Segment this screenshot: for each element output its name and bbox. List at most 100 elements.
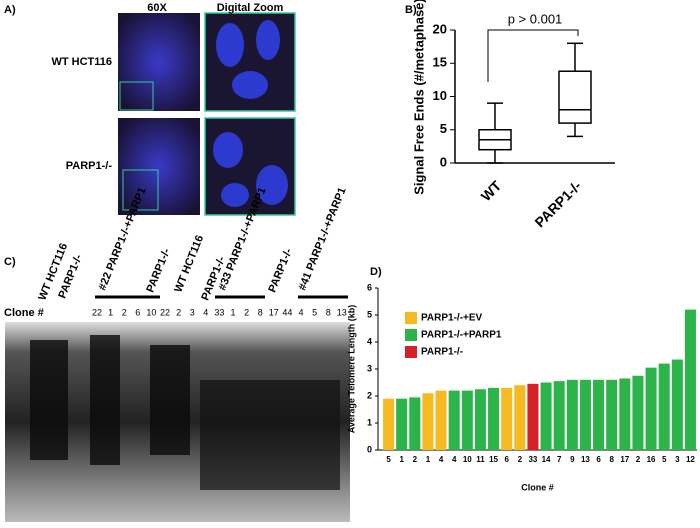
y-tick-label: 20 bbox=[433, 21, 447, 36]
legend-swatch bbox=[405, 312, 417, 324]
clone-label: Clone # bbox=[4, 307, 44, 319]
bar bbox=[645, 367, 657, 450]
bar bbox=[396, 398, 408, 450]
x-tick-label: WT bbox=[478, 177, 505, 204]
clone-number: 8 bbox=[326, 307, 331, 317]
clone-number: 3 bbox=[190, 307, 195, 317]
column-header: Digital Zoom bbox=[217, 2, 284, 14]
x-axis-label: Clone # bbox=[521, 482, 554, 492]
x-tick-label: 1 bbox=[426, 455, 431, 464]
legend-swatch bbox=[405, 329, 417, 341]
lane-label: #41 PARP1-/-+PARP1 bbox=[296, 186, 348, 292]
panel-letter: B) bbox=[405, 4, 417, 16]
legend-label: PARP1-/- bbox=[421, 347, 463, 358]
y-tick-label: 0 bbox=[367, 444, 372, 454]
x-tick-label: PARP1-/- bbox=[531, 177, 584, 230]
x-tick-label: 2 bbox=[413, 455, 418, 464]
clone-number: 2 bbox=[244, 307, 249, 317]
row-label: WT HCT116 bbox=[51, 56, 112, 68]
row-label: PARP1-/- bbox=[66, 160, 113, 172]
x-tick-label: 33 bbox=[528, 455, 537, 464]
bar bbox=[553, 381, 565, 450]
bar bbox=[501, 387, 513, 450]
y-tick-label: 5 bbox=[440, 121, 447, 136]
lane-label: PARP1-/- bbox=[266, 247, 295, 295]
bar bbox=[593, 379, 605, 450]
x-tick-label: 16 bbox=[647, 455, 656, 464]
y-tick-label: 3 bbox=[367, 363, 372, 373]
bar bbox=[606, 379, 618, 450]
x-tick-label: 5 bbox=[386, 455, 391, 464]
y-tick-label: 6 bbox=[367, 282, 372, 292]
gel-image bbox=[5, 322, 350, 522]
bar bbox=[527, 383, 539, 450]
y-axis-label: Signal Free Ends (#/metaphase) bbox=[411, 0, 426, 195]
x-tick-label: 3 bbox=[675, 455, 680, 464]
bar bbox=[435, 390, 447, 450]
bar bbox=[422, 393, 434, 450]
bar bbox=[461, 390, 473, 450]
x-tick-label: 9 bbox=[570, 455, 575, 464]
y-axis-label: Average Telomere Length (kb) bbox=[346, 305, 356, 434]
panel-letter: A) bbox=[4, 4, 16, 16]
clone-number: 22 bbox=[92, 307, 102, 317]
bar bbox=[684, 309, 696, 450]
legend-label: PARP1-/-+PARP1 bbox=[421, 330, 502, 341]
x-tick-label: 2 bbox=[636, 455, 641, 464]
lane-label: PARP1-/- bbox=[144, 247, 173, 295]
clone-number: 10 bbox=[146, 307, 156, 317]
bar bbox=[474, 389, 486, 450]
micrographs bbox=[118, 12, 296, 216]
y-tick-label: 5 bbox=[367, 309, 372, 319]
clone-number: 44 bbox=[282, 307, 292, 317]
y-tick-label: 4 bbox=[367, 336, 372, 346]
significance-bracket bbox=[487, 29, 579, 82]
bar bbox=[409, 397, 421, 450]
clone-number: 17 bbox=[269, 307, 279, 317]
y-tick-label: 2 bbox=[367, 390, 372, 400]
x-tick-label: 15 bbox=[489, 455, 498, 464]
clone-number: 33 bbox=[214, 307, 224, 317]
clone-number: 2 bbox=[176, 307, 181, 317]
x-tick-label: 17 bbox=[620, 455, 629, 464]
panel-letter: D) bbox=[370, 266, 382, 278]
x-tick-label: 10 bbox=[463, 455, 472, 464]
x-tick-label: 6 bbox=[596, 455, 601, 464]
column-header: 60X bbox=[147, 2, 167, 14]
clone-number: 6 bbox=[135, 307, 140, 317]
box bbox=[558, 70, 592, 124]
x-tick-label: 2 bbox=[518, 455, 523, 464]
lane-label: WT HCT116 bbox=[172, 234, 206, 295]
bar bbox=[619, 378, 631, 450]
bar bbox=[658, 363, 670, 450]
y-tick-label: 15 bbox=[433, 55, 447, 70]
clone-number: 13 bbox=[337, 307, 347, 317]
bar bbox=[566, 379, 578, 450]
x-tick-label: 13 bbox=[581, 455, 590, 464]
panel-letter: C) bbox=[4, 256, 16, 268]
clone-number: 1 bbox=[108, 307, 113, 317]
x-tick-label: 14 bbox=[542, 455, 551, 464]
bar bbox=[540, 382, 552, 450]
y-tick-label: 10 bbox=[433, 88, 447, 103]
clone-number: 22 bbox=[160, 307, 170, 317]
annotation: p > 0.001 bbox=[508, 11, 563, 26]
clone-number: 4 bbox=[298, 307, 303, 317]
legend-swatch bbox=[405, 346, 417, 358]
x-tick-label: 11 bbox=[476, 455, 485, 464]
x-tick-label: 5 bbox=[662, 455, 667, 464]
x-tick-label: 7 bbox=[557, 455, 562, 464]
bar bbox=[383, 398, 395, 450]
y-tick-label: 1 bbox=[367, 417, 372, 427]
clone-number: 4 bbox=[203, 307, 208, 317]
bar bbox=[671, 359, 683, 450]
clone-number: 2 bbox=[122, 307, 127, 317]
bar bbox=[579, 379, 591, 450]
clone-number: 1 bbox=[230, 307, 235, 317]
clone-number: 8 bbox=[258, 307, 263, 317]
x-tick-label: 4 bbox=[439, 455, 444, 464]
x-tick-label: 12 bbox=[686, 455, 695, 464]
x-tick-label: 1 bbox=[399, 455, 404, 464]
bar bbox=[488, 387, 500, 450]
